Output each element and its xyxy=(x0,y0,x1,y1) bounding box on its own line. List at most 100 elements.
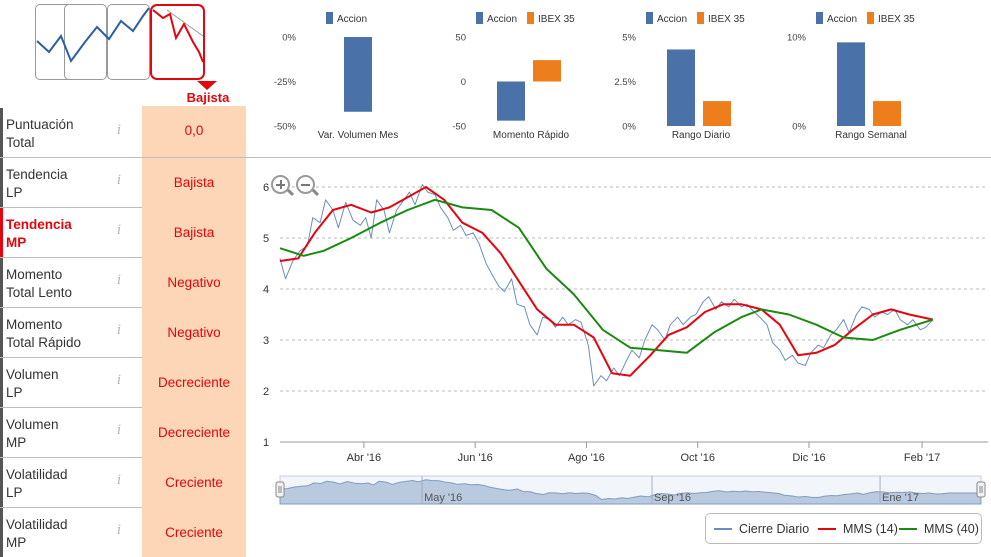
series-mms-40[interactable] xyxy=(279,198,934,354)
indicator-label-line1: Momento xyxy=(6,317,63,332)
mini-tick-label: 0% xyxy=(622,122,636,133)
info-icon[interactable]: i xyxy=(117,473,122,488)
mini-tick-label: -50 xyxy=(452,122,466,133)
mini-bar-accion[interactable] xyxy=(497,81,525,121)
series-mms-14[interactable] xyxy=(279,186,934,377)
mini-category-label: Momento Rápido xyxy=(493,130,570,141)
indicator-label-line1: Tendencia xyxy=(6,167,68,182)
mini-bar-accion[interactable] xyxy=(344,37,372,112)
trend-option-bajista[interactable] xyxy=(150,4,205,80)
mini-bar-accion[interactable] xyxy=(837,42,865,127)
indicator-row[interactable]: Volumen LP i Decreciente xyxy=(0,358,246,408)
mini-tick-label: 0% xyxy=(282,33,296,44)
navigator-series xyxy=(279,479,982,505)
indicator-row[interactable]: Volatilidad LP i Creciente xyxy=(0,458,246,508)
zoom-in-icon[interactable] xyxy=(271,175,295,197)
indicator-label-line2: Total xyxy=(6,135,35,150)
indicator-label-line2: LP xyxy=(6,185,23,200)
info-icon[interactable]: i xyxy=(117,423,122,438)
indicator-label: Tendencia LP xyxy=(0,158,142,207)
indicator-value: Bajista xyxy=(142,208,246,258)
zoom-out-icon[interactable] xyxy=(296,175,320,197)
indicator-value: Negativo xyxy=(142,258,246,308)
indicator-label: Tendencia MP xyxy=(0,208,142,257)
mini-chart-momento-rapido: Accion IBEX 35 50 0 -50 Momento Rápido xyxy=(430,8,600,148)
mini-legend-label: IBEX 35 xyxy=(708,14,745,25)
info-icon[interactable]: i xyxy=(117,523,122,538)
mini-bar-ibex[interactable] xyxy=(703,101,731,126)
x-tick-label: Abr '16 xyxy=(347,452,382,464)
mini-tick-label: 5% xyxy=(622,33,636,44)
mini-chart-rango-diario: Accion IBEX 35 5% 2.5% 0% Rango Diario xyxy=(600,8,770,148)
indicator-label: Volumen LP xyxy=(0,358,142,407)
y-tick-label: 2 xyxy=(263,386,269,398)
mini-category-label: Rango Semanal xyxy=(835,130,907,141)
indicator-label-line1: Tendencia xyxy=(6,217,72,232)
info-icon[interactable]: i xyxy=(117,173,122,188)
indicator-row[interactable]: Tendencia MP i Bajista xyxy=(0,208,246,258)
mini-category-label: Var. Volumen Mes xyxy=(318,130,398,141)
indicator-label-line2: MP xyxy=(6,435,27,450)
mini-legend-label: IBEX 35 xyxy=(878,14,915,25)
chart-legend: Cierre Diario MMS (14) MMS (40) xyxy=(705,513,982,544)
mini-bar-ibex[interactable] xyxy=(533,60,561,82)
mini-legend-swatch xyxy=(527,12,534,24)
info-icon[interactable]: i xyxy=(117,123,122,138)
info-icon[interactable]: i xyxy=(117,223,122,238)
indicator-row[interactable]: Puntuación Total i 0,0 xyxy=(0,106,246,158)
price-chart: 1 2 3 4 5 6 Abr '16 Jun '16 Ago '16 Oct '16 Dic '1… xyxy=(246,158,991,557)
indicator-row[interactable]: Momento Total Lento i Negativo xyxy=(0,258,246,308)
info-icon[interactable]: i xyxy=(117,273,122,288)
series-cierre-diario[interactable] xyxy=(279,184,934,387)
price-chart-svg: 1 2 3 4 5 6 Abr '16 Jun '16 Ago '16 Oct '16 Dic '1… xyxy=(263,182,988,505)
y-tick-label: 1 xyxy=(263,437,269,449)
mini-tick-label: 0 xyxy=(461,77,466,88)
mini-legend-label: Accion xyxy=(827,14,857,25)
mini-legend-swatch xyxy=(646,12,653,24)
legend-swatch xyxy=(714,528,732,530)
indicator-value: 0,0 xyxy=(142,106,246,157)
indicator-value: Negativo xyxy=(142,308,246,358)
x-tick-label: Feb '17 xyxy=(904,452,940,464)
info-icon[interactable]: i xyxy=(117,373,122,388)
mini-legend-label: Accion xyxy=(657,14,687,25)
mini-legend-label: Accion xyxy=(337,14,367,25)
indicator-label-line1: Puntuación xyxy=(6,117,74,132)
trend-sparklines xyxy=(36,7,204,64)
mini-legend-swatch xyxy=(867,12,874,24)
indicator-label-line2: MP xyxy=(6,235,27,250)
mini-legend-label: IBEX 35 xyxy=(538,14,575,25)
legend-swatch xyxy=(899,528,917,530)
indicator-value: Decreciente xyxy=(142,358,246,408)
mini-bar-accion[interactable] xyxy=(667,49,695,126)
mini-category-label: Rango Diario xyxy=(672,130,731,141)
navigator-handle-right[interactable] xyxy=(976,481,986,498)
mini-tick-label: -50% xyxy=(274,122,297,133)
indicator-label-line2: LP xyxy=(6,485,23,500)
mini-legend-label: Accion xyxy=(487,14,517,25)
indicator-label: Puntuación Total xyxy=(0,108,142,157)
mini-legend-swatch xyxy=(697,12,704,24)
indicator-label: Volatilidad LP xyxy=(0,458,142,507)
y-tick-label: 6 xyxy=(263,182,269,194)
x-tick-label: Ago '16 xyxy=(568,452,605,464)
trend-sparkline-guide xyxy=(166,9,204,37)
mini-bar-ibex[interactable] xyxy=(873,101,901,126)
indicator-row[interactable]: Volumen MP i Decreciente xyxy=(0,408,246,458)
legend-swatch xyxy=(818,528,836,530)
indicator-label-line1: Volumen xyxy=(6,367,59,382)
selected-trend-label: Bajista xyxy=(186,90,230,105)
mini-chart-rango-semanal: Accion IBEX 35 10% 0% Rango Semanal xyxy=(770,8,940,148)
indicator-label: Momento Total Rápido xyxy=(0,308,142,357)
indicator-label: Volumen MP xyxy=(0,408,142,457)
indicator-row[interactable]: Tendencia LP i Bajista xyxy=(0,158,246,208)
indicator-row[interactable]: Volatilidad MP i Creciente xyxy=(0,508,246,557)
mini-tick-label: 2.5% xyxy=(614,77,636,88)
navigator-handle-left[interactable] xyxy=(275,481,285,498)
y-tick-label: 3 xyxy=(263,335,269,347)
indicator-label: Momento Total Lento xyxy=(0,258,142,307)
mini-legend-swatch xyxy=(326,12,333,24)
info-icon[interactable]: i xyxy=(117,323,122,338)
indicator-row[interactable]: Momento Total Rápido i Negativo xyxy=(0,308,246,358)
mini-legend-swatch xyxy=(476,12,483,24)
